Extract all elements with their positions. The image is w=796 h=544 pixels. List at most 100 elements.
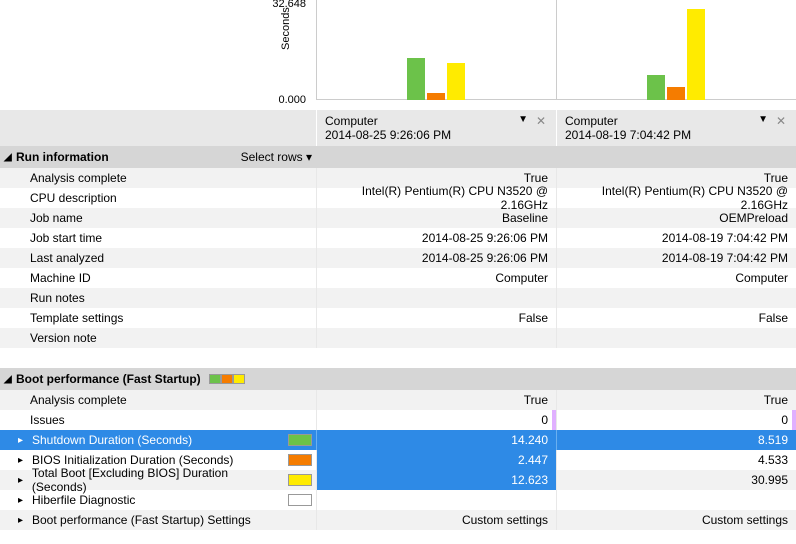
row-value: Baseline: [316, 208, 556, 228]
expander-icon[interactable]: ▸: [18, 495, 28, 506]
chart-column-0: [316, 0, 556, 110]
close-icon[interactable]: ✕: [776, 114, 786, 128]
row-label-text: BIOS Initialization Duration (Seconds): [32, 453, 233, 467]
row-value: Custom settings: [556, 510, 796, 530]
row-value: Computer: [556, 268, 796, 288]
row-label: Machine ID: [0, 271, 316, 285]
row-label-text: Boot performance (Fast Startup) Settings: [32, 513, 251, 527]
row-value: 0: [316, 410, 556, 430]
row-value: 30.995: [556, 470, 796, 490]
table-row[interactable]: Job start time2014-08-25 9:26:06 PM2014-…: [0, 228, 796, 248]
chart-column-1: [556, 0, 796, 110]
row-value: Computer: [316, 268, 556, 288]
computer-headers: Computer 2014-08-25 9:26:06 PM ▼ ✕ Compu…: [0, 110, 796, 146]
table-row[interactable]: Run notes: [0, 288, 796, 308]
section-legend: [209, 374, 245, 384]
row-value: True: [316, 390, 556, 410]
table-row[interactable]: ▸Total Boot [Excluding BIOS] Duration (S…: [0, 470, 796, 490]
row-value: 0: [556, 410, 796, 430]
color-swatch: [288, 474, 312, 486]
row-label-text: Analysis complete: [30, 393, 127, 407]
chart-bar: [447, 63, 465, 100]
row-label: ▸ Shutdown Duration (Seconds): [0, 433, 316, 447]
row-label: Job start time: [0, 231, 316, 245]
row-value: [316, 328, 556, 348]
computer-timestamp: 2014-08-19 7:04:42 PM: [565, 128, 788, 142]
select-rows-button[interactable]: Select rows ▾: [241, 150, 312, 164]
row-label-text: Hiberfile Diagnostic: [32, 493, 135, 507]
row-label-text: Shutdown Duration (Seconds): [32, 433, 192, 447]
expander-icon[interactable]: ▸: [18, 435, 28, 446]
computer-name: Computer: [565, 114, 788, 128]
expander-icon[interactable]: ▸: [18, 455, 28, 466]
chart-bar: [427, 93, 445, 100]
table-row[interactable]: Template settingsFalseFalse: [0, 308, 796, 328]
row-value: Intel(R) Pentium(R) CPU N3520 @ 2.16GHz: [556, 188, 796, 208]
table-row[interactable]: ▸ Hiberfile Diagnostic: [0, 490, 796, 510]
computer-timestamp: 2014-08-25 9:26:06 PM: [325, 128, 548, 142]
dropdown-icon[interactable]: ▼: [518, 114, 528, 125]
color-swatch: [288, 434, 312, 446]
row-label: ▸ Total Boot [Excluding BIOS] Duration (S…: [0, 466, 316, 494]
row-value: 8.519: [556, 430, 796, 450]
chart-bar: [667, 87, 685, 100]
table-row[interactable]: CPU descriptionIntel(R) Pentium(R) CPU N…: [0, 188, 796, 208]
row-value: 2.447: [316, 450, 556, 470]
row-value: False: [556, 308, 796, 328]
section-header-run-info[interactable]: ◢ Run information Select rows ▾: [0, 146, 796, 168]
row-label-text: Issues: [30, 413, 65, 427]
expander-icon[interactable]: ◢: [4, 152, 16, 163]
row-value: [556, 288, 796, 308]
row-value: Intel(R) Pentium(R) CPU N3520 @ 2.16GHz: [316, 188, 556, 208]
row-value: 2014-08-19 7:04:42 PM: [556, 228, 796, 248]
computer-header-0[interactable]: Computer 2014-08-25 9:26:06 PM ▼ ✕: [316, 110, 556, 146]
row-label: Issues: [0, 413, 316, 427]
row-value: False: [316, 308, 556, 328]
section-title: Run information: [16, 150, 109, 164]
table-row[interactable]: Analysis complete TrueTrue: [0, 390, 796, 410]
row-value: 14.240: [316, 430, 556, 450]
row-value: Custom settings: [316, 510, 556, 530]
table-row[interactable]: Machine IDComputerComputer: [0, 268, 796, 288]
row-label: Analysis complete: [0, 171, 316, 185]
expander-icon[interactable]: ▸: [18, 515, 28, 526]
close-icon[interactable]: ✕: [536, 114, 546, 128]
row-label: CPU description: [0, 191, 316, 205]
row-label: Run notes: [0, 291, 316, 305]
chart-bar: [647, 75, 665, 100]
row-label: ▸ Boot performance (Fast Startup) Setting…: [0, 513, 316, 527]
section-header-boot-perf[interactable]: ◢ Boot performance (Fast Startup): [0, 368, 796, 390]
chart-y-axis: 32.648 0.000 Seconds: [0, 0, 316, 110]
expander-icon[interactable]: ▸: [18, 475, 28, 486]
computer-name: Computer: [325, 114, 548, 128]
color-swatch: [288, 454, 312, 466]
row-label: Last analyzed: [0, 251, 316, 265]
table-row[interactable]: Job nameBaselineOEMPreload: [0, 208, 796, 228]
table-row[interactable]: Last analyzed2014-08-25 9:26:06 PM2014-0…: [0, 248, 796, 268]
row-value: [316, 490, 556, 510]
expander-icon[interactable]: ◢: [4, 374, 16, 385]
chart-bar: [687, 9, 705, 100]
table-row[interactable]: ▸ Shutdown Duration (Seconds) 14.2408.519: [0, 430, 796, 450]
chart-area: 32.648 0.000 Seconds: [0, 0, 796, 110]
row-label: Analysis complete: [0, 393, 316, 407]
row-value: 12.623: [316, 470, 556, 490]
chart-tick-min: 0.000: [278, 94, 306, 106]
row-value: [556, 490, 796, 510]
computer-header-1[interactable]: Computer 2014-08-19 7:04:42 PM ▼ ✕: [556, 110, 796, 146]
row-value: [316, 288, 556, 308]
row-value: True: [556, 390, 796, 410]
dropdown-icon[interactable]: ▼: [758, 114, 768, 125]
table-row[interactable]: ▸ Boot performance (Fast Startup) Setting…: [0, 510, 796, 530]
table-row[interactable]: Version note: [0, 328, 796, 348]
table-row[interactable]: Issues 00: [0, 410, 796, 430]
row-label: ▸ Hiberfile Diagnostic: [0, 493, 316, 507]
row-value: OEMPreload: [556, 208, 796, 228]
row-label: Version note: [0, 331, 316, 345]
color-swatch: [288, 494, 312, 506]
row-label: ▸ BIOS Initialization Duration (Seconds): [0, 453, 316, 467]
row-label-text: Total Boot [Excluding BIOS] Duration (Se…: [32, 466, 284, 494]
row-label: Job name: [0, 211, 316, 225]
chart-ylabel: Seconds: [280, 7, 292, 50]
chart-bar: [407, 58, 425, 100]
